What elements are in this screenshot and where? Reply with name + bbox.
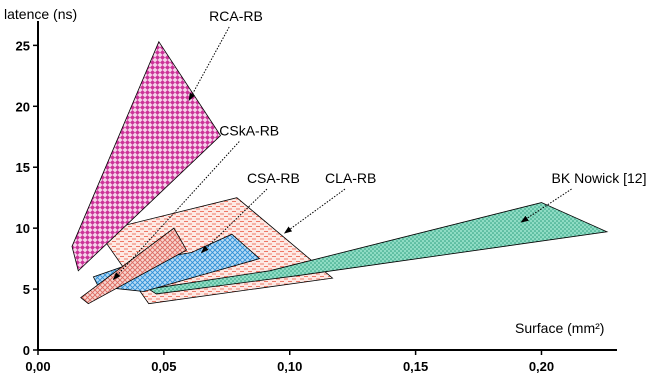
x-tick-label: 0,10 (277, 359, 302, 374)
y-tick-label: 15 (16, 160, 30, 175)
y-axis-title: latence (ns) (4, 6, 77, 22)
series-shape-bk-nowick-12 (147, 202, 609, 295)
axis-ticks: 0 5 10 15 20 25 0,00 0,05 0,10 0,15 0,20 (16, 38, 555, 374)
arrow-bk-nowick-12 (520, 188, 572, 223)
arrow-csa-rb (200, 188, 268, 254)
axes (37, 21, 617, 351)
arrow-cska-rb (112, 141, 240, 281)
series-shape-rca-rb (71, 40, 222, 272)
y-tick-label: 5 (23, 282, 30, 297)
series-label-cla-rb: CLA-RB (325, 170, 376, 186)
y-tick-label: 20 (16, 99, 30, 114)
series-label-cska-rb: CSkA-RB (219, 123, 279, 139)
series-label-csa-rb: CSA-RB (247, 170, 300, 186)
series-labels: RCA-RB CSkA-RB CSA-RB CLA-RB BK Nowick [12] (209, 8, 646, 186)
arrow-cla-rb (283, 188, 346, 234)
x-tick-label: 0,05 (151, 359, 176, 374)
y-tick-label: 10 (16, 221, 30, 236)
x-axis-title: Surface (mm²) (515, 320, 604, 336)
series-shape-cska-rb (80, 227, 188, 305)
x-tick-label: 0,15 (403, 359, 428, 374)
series-shapes (71, 40, 609, 305)
series-label-rca-rb: RCA-RB (209, 8, 263, 24)
arrow-rca-rb (188, 26, 230, 102)
y-tick-label: 0 (23, 343, 30, 358)
series-arrows (112, 26, 572, 281)
y-tick-label: 25 (16, 38, 30, 53)
x-tick-label: 0,00 (25, 359, 50, 374)
x-tick-label: 0,20 (529, 359, 554, 374)
series-label-bk-nowick-12: BK Nowick [12] (552, 170, 647, 186)
